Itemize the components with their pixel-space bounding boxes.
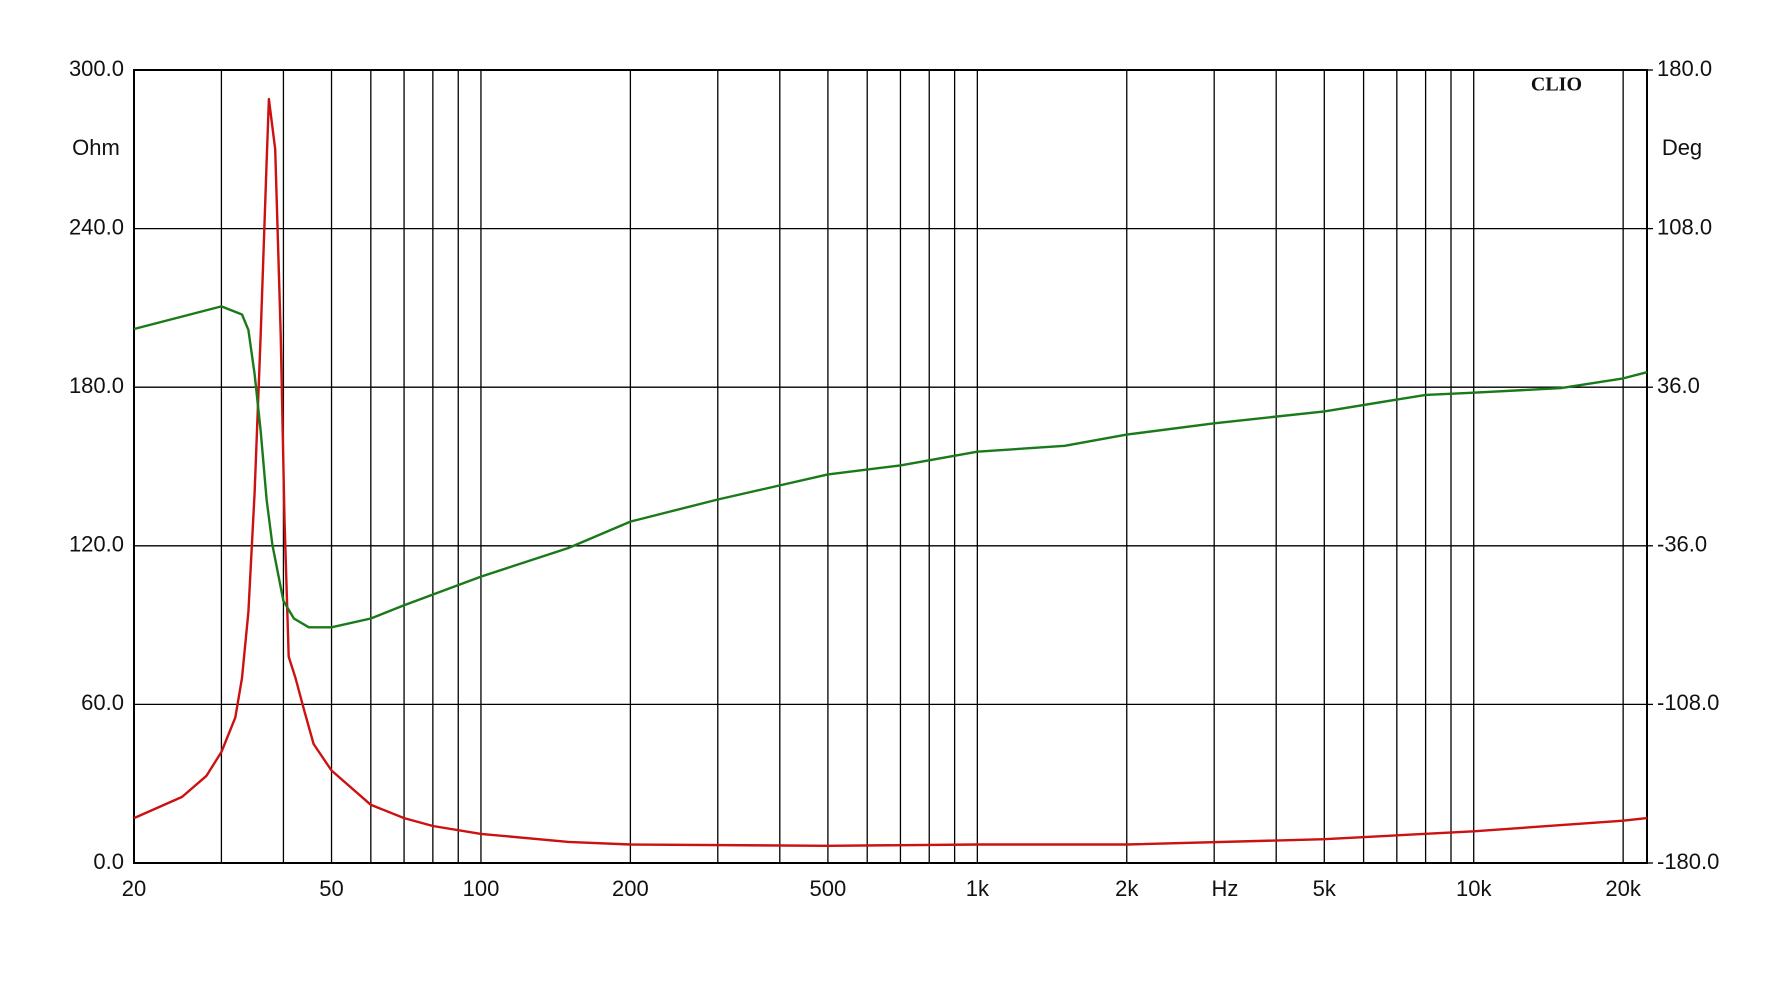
- series-line: [133, 305, 1648, 629]
- x-tick-label: 2k: [1115, 876, 1139, 901]
- y-tick-label: 0.0: [93, 849, 124, 874]
- x-tick-label: 20k: [1605, 876, 1641, 901]
- x-tick-label: 1k: [966, 876, 990, 901]
- x-tick-label: 200: [612, 876, 649, 901]
- x-tick-label: 20: [122, 876, 146, 901]
- brand: CLIO: [1531, 74, 1582, 96]
- x-tick-label: 10k: [1456, 876, 1492, 901]
- y-tick-label: 120.0: [69, 532, 124, 557]
- series-line: [133, 97, 1648, 847]
- y2-tick-label: 36.0: [1657, 373, 1700, 398]
- y2-tick-label: 180.0: [1657, 56, 1712, 81]
- y-axis-label: Ohm: [72, 135, 120, 160]
- y2-axis-label: Deg: [1662, 135, 1702, 160]
- y2-tick-label: -108.0: [1657, 690, 1719, 715]
- x-tick-label: 100: [463, 876, 500, 901]
- x-tick-label: 500: [810, 876, 847, 901]
- x-tick-label: 50: [319, 876, 343, 901]
- y-tick-label: 240.0: [69, 214, 124, 239]
- y2-tick-label: 108.0: [1657, 214, 1712, 239]
- x-tick-label: 5k: [1313, 876, 1337, 901]
- y-tick-label: 60.0: [81, 690, 124, 715]
- x-axis-label: Hz: [1212, 876, 1239, 901]
- y-tick-label: 180.0: [69, 373, 124, 398]
- y2-tick-label: -36.0: [1657, 532, 1707, 557]
- plot-frame: [133, 69, 1648, 864]
- y2-tick-label: -180.0: [1657, 849, 1719, 874]
- y-tick-label: 300.0: [69, 56, 124, 81]
